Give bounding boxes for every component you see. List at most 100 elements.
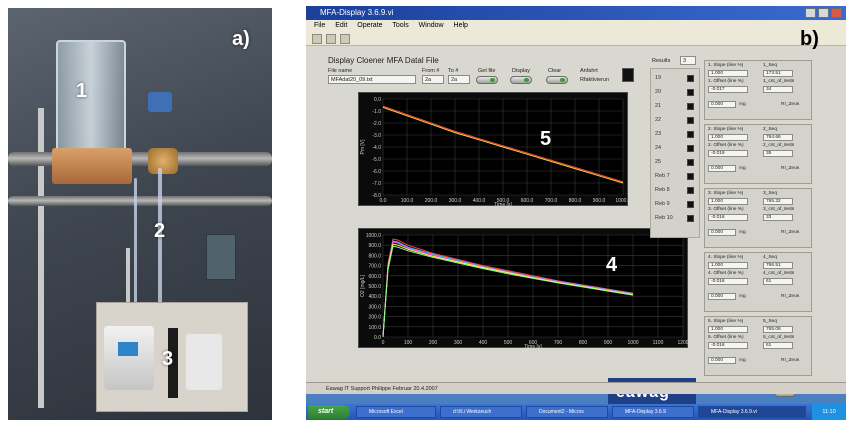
start-button[interactable]: start [308,405,350,419]
y-tick-label: 400.0 [368,294,381,300]
tests-field[interactable]: 61 [763,278,793,285]
menu-operate[interactable]: Operate [357,22,382,29]
display-button[interactable] [510,76,532,84]
list-item[interactable]: Reb 10 [655,215,673,221]
list-led [687,187,694,194]
offset-field[interactable]: -0.016 [708,342,748,349]
flag-label: RI_Zeus [781,230,799,235]
list-item[interactable]: 25 [655,159,661,165]
slope-field[interactable]: 1.000 [708,70,748,77]
menu-tools[interactable]: Tools [392,22,408,29]
offset-field[interactable]: -0.017 [708,86,748,93]
menu-edit[interactable]: Edit [335,22,347,29]
reactor-base [52,148,132,184]
taskbar-item-excel[interactable]: Microsoft Excel [356,406,436,418]
x-tick-label: 0 [382,340,385,346]
x-tick-label: 300.0 [449,198,462,204]
y-tick-label: -5.0 [372,157,381,163]
seq-field[interactable]: 764.66 [763,134,793,141]
minimize-button[interactable] [805,8,816,18]
y-tick-label: -7.0 [372,181,381,187]
seq-label: 2_Seq [763,127,777,132]
list-led [687,145,694,152]
value-field[interactable]: 0.000 [708,293,736,300]
tests-field[interactable]: 35 [763,150,793,157]
plot-label-5: 5 [540,128,551,151]
tests-label: 5_cnt_of_tests [763,335,794,340]
menu-help[interactable]: Help [454,22,468,29]
window-title: MFA-Display 3.6.9.vi [320,8,393,17]
taskbar-item-explorer[interactable]: d:\t\l.i Werkzeuch [440,406,522,418]
slope-field[interactable]: 1.000 [708,262,748,269]
offset-label: 2. Offset (line %) [708,143,744,148]
flag-label: RI_Zeus [781,166,799,171]
slope-field[interactable]: 1.000 [708,326,748,333]
window-titlebar: MFA-Display 3.6.9.vi [306,6,846,20]
list-led [687,75,694,82]
maximize-button[interactable] [818,8,829,18]
offset-field[interactable]: -0.016 [708,278,748,285]
value-field[interactable]: 0.000 [708,357,736,364]
menu-file[interactable]: File [314,22,325,29]
y-axis-label: O2 [mg/L] [360,274,366,297]
seq-field[interactable]: 765.08 [763,326,793,333]
list-item[interactable]: 19 [655,75,661,81]
value-field[interactable]: 0.000 [708,101,736,108]
slope-field[interactable]: 1.000 [708,198,748,205]
run-arrow-icon[interactable] [312,34,322,44]
file-name-field[interactable]: MFAdat20_09.txt [328,75,416,84]
menu-window[interactable]: Window [419,22,444,29]
close-button[interactable] [831,8,842,18]
list-item[interactable]: 20 [655,89,661,95]
tests-field[interactable]: 61 [763,342,793,349]
value-field[interactable]: 0.000 [708,165,736,172]
tests-field[interactable]: 33 [763,214,793,221]
tests-label: 3_cnt_of_tests [763,207,794,212]
seq-field[interactable]: 766.51 [763,262,793,269]
main-pipe [8,152,272,166]
list-item[interactable]: Reb 7 [655,173,670,179]
list-item[interactable]: Reb 9 [655,201,670,207]
x-tick-label: 100 [404,340,413,346]
results-field[interactable]: 3 [680,56,696,65]
offset-field[interactable]: -0.016 [708,214,748,221]
y-tick-label: -2.0 [372,121,381,127]
clear-button[interactable] [546,76,568,84]
offset-field[interactable]: -0.019 [708,150,748,157]
taskbar-item-word[interactable]: Document2 - Micros [526,406,608,418]
list-item[interactable]: 24 [655,145,661,151]
x-tick-label: 400 [479,340,488,346]
list-item[interactable]: 23 [655,131,661,137]
menu-bar: File Edit Operate Tools Window Help [306,20,846,32]
analyzer-screen [118,342,138,356]
unit-label: mg [739,166,746,171]
file-name-label: File name [328,68,352,74]
pump-device [186,334,222,390]
x-tick-label: 200.0 [425,198,438,204]
list-item[interactable]: Reb 8 [655,187,670,193]
seq-field[interactable]: 765.32 [763,198,793,205]
y-tick-label: 100.0 [368,325,381,331]
system-clock: 11:10 [812,404,846,420]
calibration-block-1: 1. Slope (line %) 1.000 1. Offset (line … [704,60,812,120]
value-field[interactable]: 0.000 [708,229,736,236]
panel-tag-a: a) [232,28,250,51]
list-item[interactable]: 22 [655,117,661,123]
abort-icon[interactable] [340,34,350,44]
get-file-button[interactable] [476,76,498,84]
status-text: Eawag IT Support Philippe Februar 20.4.2… [326,386,438,392]
run-continuous-icon[interactable] [326,34,336,44]
pressure-plot: 0.0 100.0 200.0 300.0 400.0 500.0 600.0 700.0 80… [358,92,628,206]
to-field[interactable]: 2a [448,75,470,84]
slope-label: 1. Slope (line %) [708,63,743,68]
slope-field[interactable]: 1.000 [708,134,748,141]
tests-field[interactable]: 34 [763,86,793,93]
seq-label: 4_Seq [763,255,777,260]
y-tick-label: 200.0 [368,315,381,321]
taskbar-item-mfa[interactable]: MFA-Display 3.6.9 [612,406,694,418]
list-item[interactable]: 21 [655,103,661,109]
from-field[interactable]: 2a [422,75,444,84]
taskbar-item-mfa-vi[interactable]: MFA-Display 3.6.9.vi [698,406,806,418]
control-box [206,234,236,280]
seq-field[interactable]: 173.51 [763,70,793,77]
